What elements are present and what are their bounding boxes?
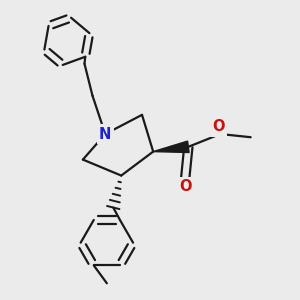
Text: O: O (179, 179, 191, 194)
Text: N: N (99, 127, 111, 142)
Text: O: O (212, 119, 225, 134)
Polygon shape (153, 141, 189, 152)
